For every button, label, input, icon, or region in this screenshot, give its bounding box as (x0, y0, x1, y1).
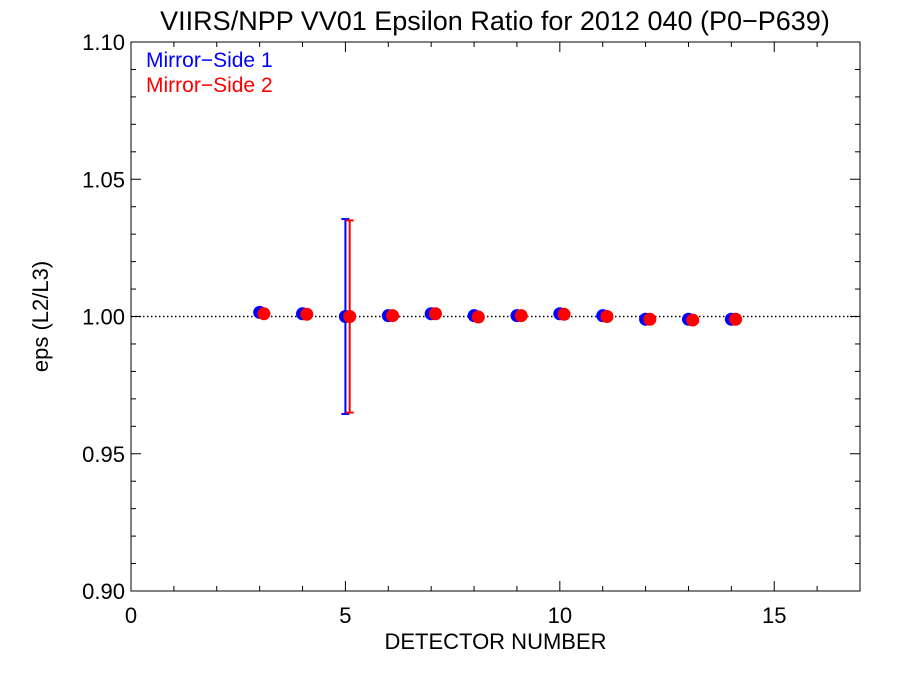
data-point-series-2 (428, 307, 442, 321)
y-tick-label: 0.95 (82, 442, 125, 467)
y-axis-label: eps (L2/L3) (28, 261, 53, 372)
x-tick-label: 5 (339, 603, 351, 628)
data-point-series-2 (729, 312, 743, 326)
data-points (253, 305, 743, 327)
chart-title: VIIRS/NPP VV01 Epsilon Ratio for 2012 04… (160, 6, 830, 36)
data-point-series-2 (557, 307, 571, 321)
y-tick-label: 1.05 (82, 167, 125, 192)
data-point-series-2 (257, 307, 271, 321)
y-tick-label: 1.00 (82, 305, 125, 330)
data-point-series-2 (300, 307, 314, 321)
data-point-series-2 (686, 313, 700, 327)
data-point-series-2 (643, 312, 657, 326)
y-tick-label: 1.10 (82, 30, 125, 55)
data-point-series-2 (600, 310, 614, 323)
y-tick-label: 0.90 (82, 579, 125, 604)
data-point-series-2 (386, 309, 400, 323)
data-point-series-2 (514, 309, 528, 323)
legend-entry: Mirror−Side 2 (146, 74, 273, 97)
legend-entry: Mirror−Side 1 (146, 49, 273, 72)
x-tick-label: 10 (548, 603, 572, 628)
x-tick-label: 15 (762, 603, 786, 628)
data-point-series-2 (343, 310, 357, 323)
data-point-series-2 (471, 310, 485, 324)
x-tick-label: 0 (125, 603, 137, 628)
axis-ticks: 0 5 10 15 0.90 0.95 1.00 1.05 1.10 (82, 30, 861, 628)
x-axis-label: DETECTOR NUMBER (384, 629, 606, 654)
